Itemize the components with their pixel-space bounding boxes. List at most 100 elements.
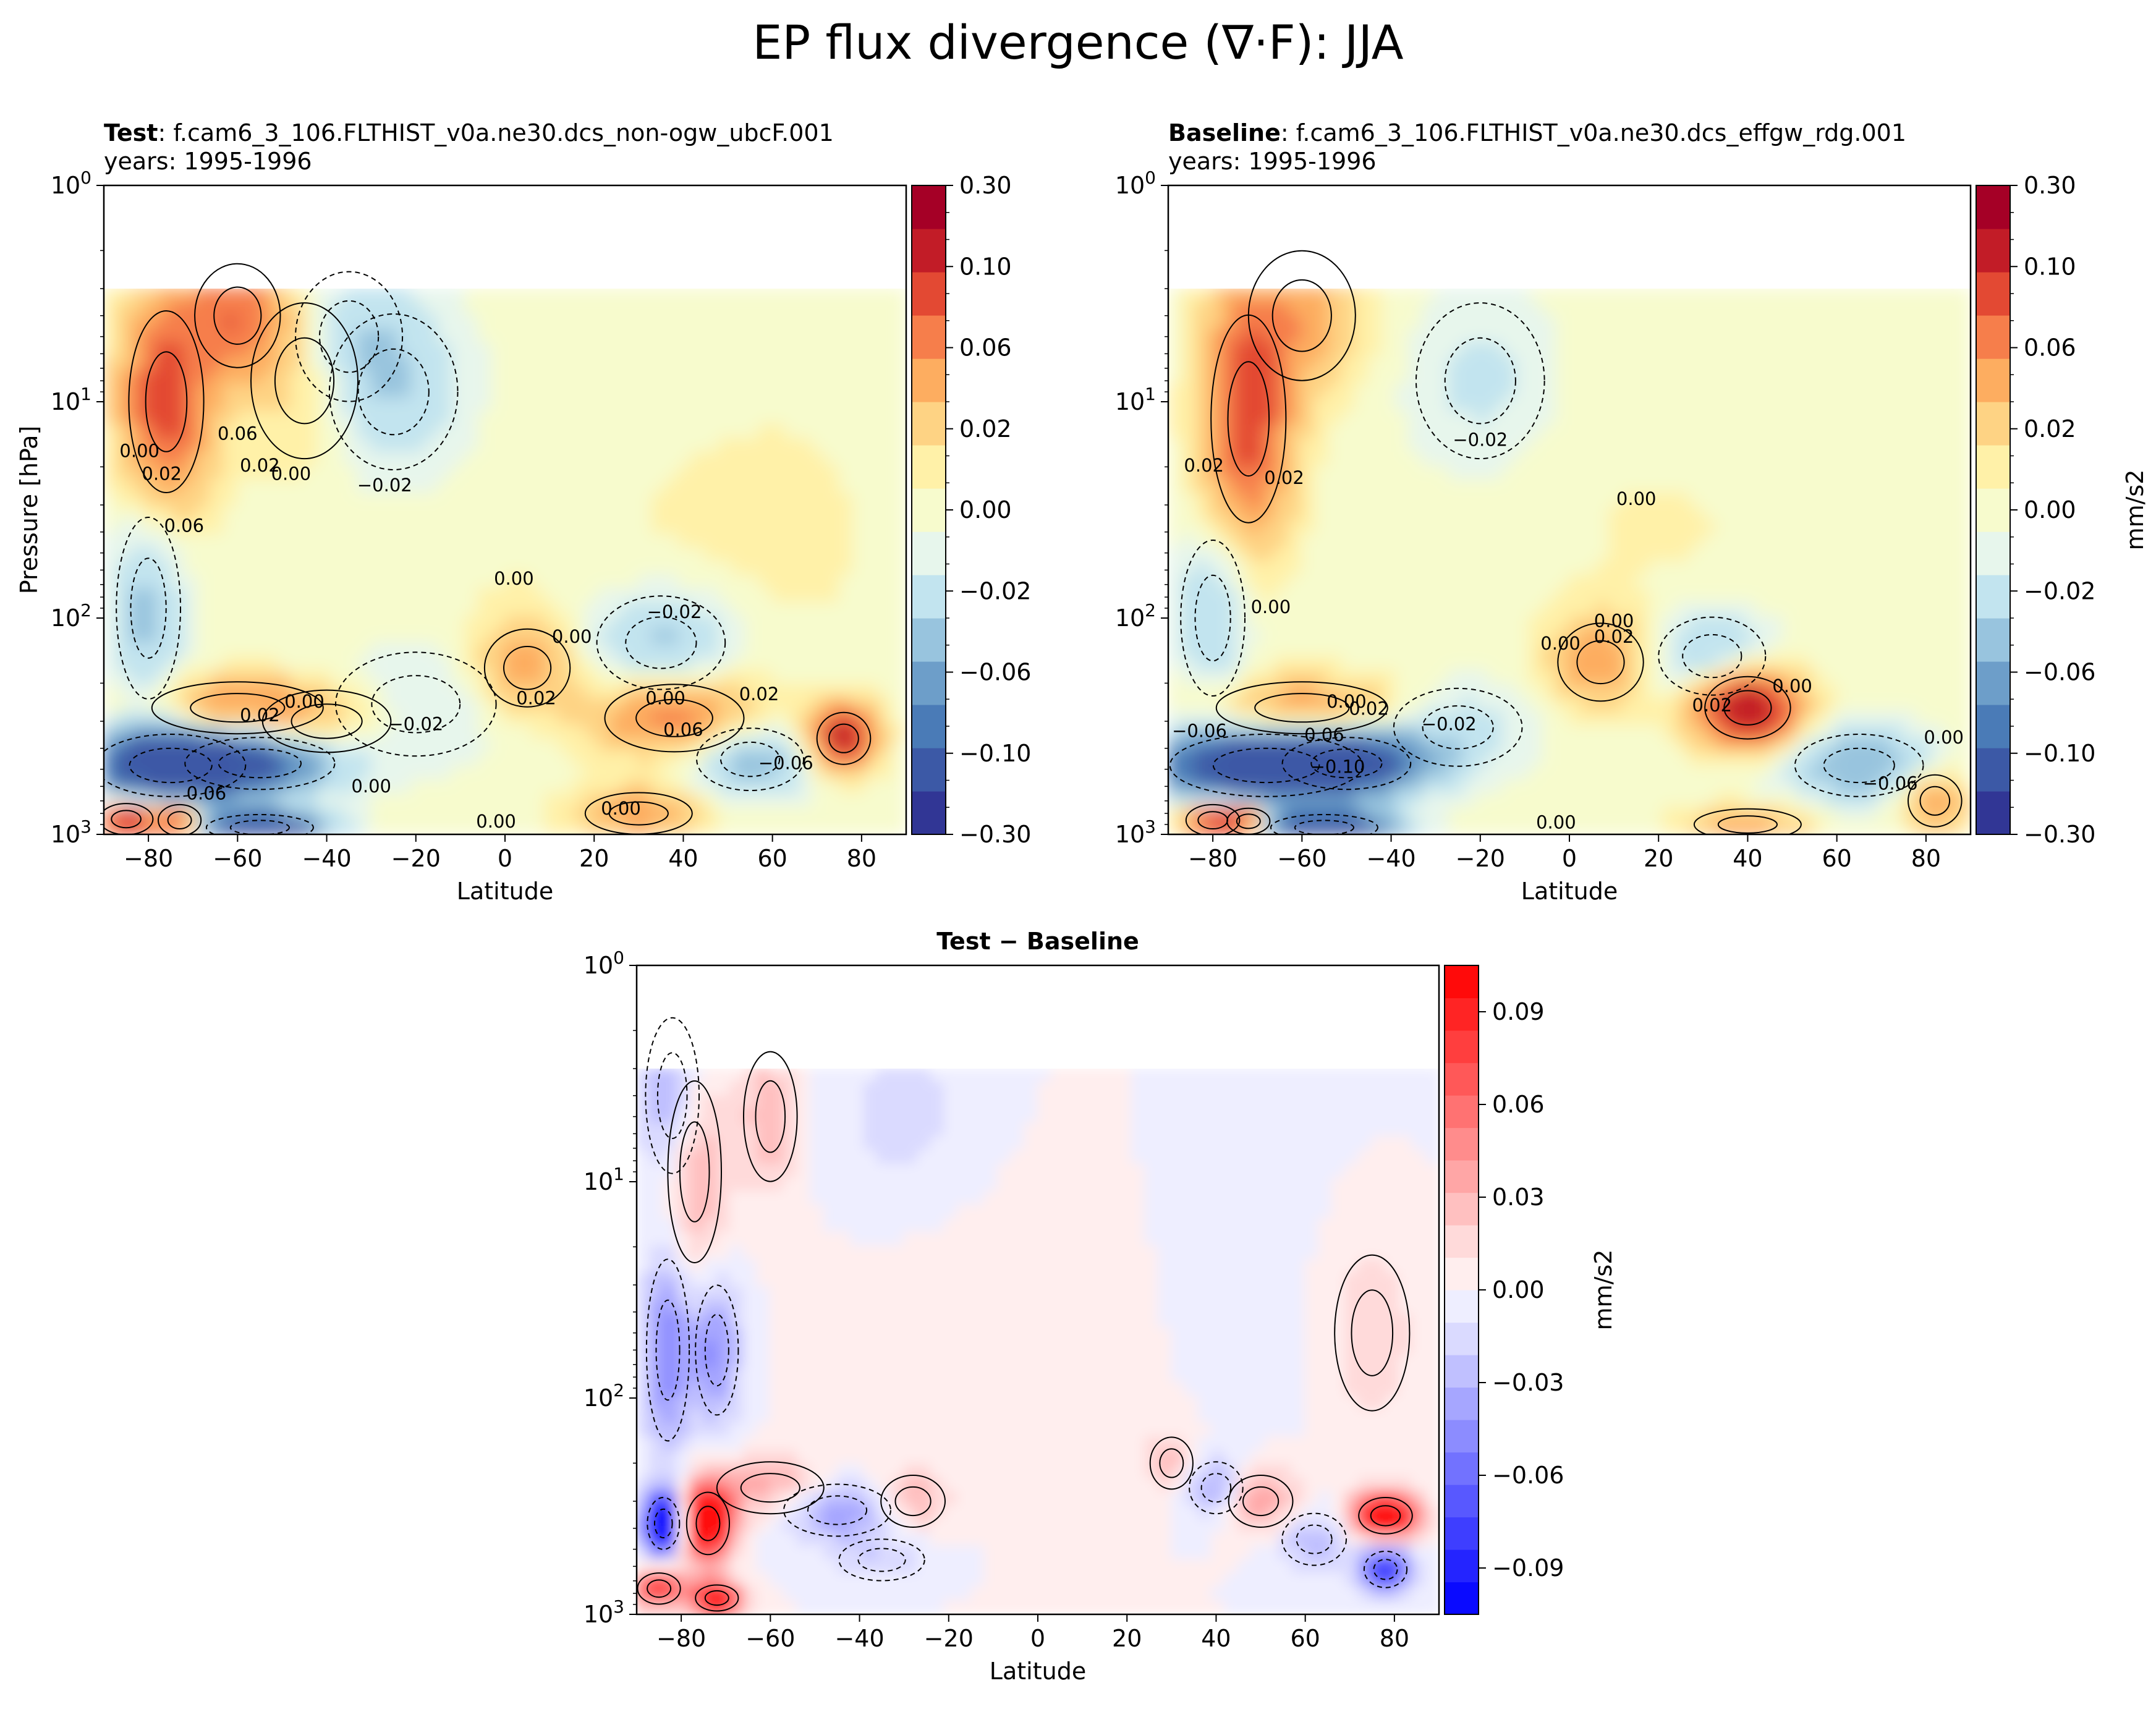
colorbar-tick-label: 0.00 <box>959 496 1012 523</box>
colorbar-label: mm/s2 <box>1590 1250 1617 1331</box>
y-tick-label: 103 <box>584 1596 624 1628</box>
colorbar-segment <box>912 661 946 705</box>
x-tick-label: 0 <box>498 845 512 872</box>
contour-label: 0.00 <box>271 464 312 485</box>
panel-subtitle: Baseline: f.cam6_3_106.FLTHIST_v0a.ne30.… <box>1168 119 1906 146</box>
colorbar-tick-label: −0.02 <box>959 577 1031 604</box>
contour-label: 0.06 <box>218 423 258 444</box>
contour-label: 0.06 <box>1304 724 1344 745</box>
x-tick-label: −80 <box>656 1625 706 1652</box>
x-tick-label: −60 <box>1277 845 1326 872</box>
contour-label: −0.02 <box>1422 714 1477 735</box>
x-tick-label: 40 <box>1733 845 1762 872</box>
colorbar-tick-label: −0.10 <box>2024 740 2095 767</box>
contour-label: 0.00 <box>1772 676 1812 697</box>
panel-years: years: 1995-1996 <box>104 148 312 175</box>
x-tick-label: −40 <box>302 845 351 872</box>
contour-label: −0.02 <box>388 714 443 735</box>
x-tick-label: −20 <box>391 845 441 872</box>
colorbar-tick-label: −0.30 <box>959 821 1031 848</box>
contour-label: 0.00 <box>1536 812 1576 833</box>
colorbar-segment <box>1445 1225 1479 1258</box>
colorbar-tick-label: 0.09 <box>1492 998 1545 1025</box>
x-tick-label: 20 <box>1644 845 1673 872</box>
y-tick-label: 101 <box>584 1164 624 1195</box>
x-tick-label: 80 <box>847 845 876 872</box>
x-tick-label: 20 <box>579 845 609 872</box>
contour-label: 0.02 <box>1349 698 1389 719</box>
contour-label: −0.02 <box>357 475 412 496</box>
contour-label: 0.02 <box>1594 626 1634 647</box>
x-tick-label: −60 <box>745 1625 795 1652</box>
colorbar-segment <box>1445 1452 1479 1485</box>
colorbar-segment <box>1976 532 2010 575</box>
x-tick-label: −80 <box>124 845 173 872</box>
x-tick-label: 20 <box>1112 1625 1142 1652</box>
x-tick-label: 80 <box>1911 845 1941 872</box>
colorbar-segment <box>1976 358 2010 402</box>
colorbar-segment <box>1445 1388 1479 1420</box>
panel-subtitle: Test: f.cam6_3_106.FLTHIST_v0a.ne30.dcs_… <box>104 119 834 146</box>
colorbar-tick-label: 0.30 <box>2024 172 2076 199</box>
colorbar-segment <box>1445 1193 1479 1226</box>
x-tick-label: 60 <box>757 845 787 872</box>
colorbar-tick-label: −0.10 <box>959 740 1031 767</box>
contour-label: 0.00 <box>494 568 534 589</box>
contour-label: 0.06 <box>663 719 703 740</box>
colorbar-segment <box>1976 791 2010 835</box>
colorbar-segment <box>912 532 946 575</box>
panel-baseline: 0.02 0.02 −0.02 0.00 0.00 0.00 0.00 0.02 0.00 0.0… <box>1115 119 2149 905</box>
colorbar-segment <box>1976 488 2010 532</box>
contour-label: 0.02 <box>1264 467 1304 488</box>
x-tick-label: −60 <box>213 845 262 872</box>
y-tick-label: 102 <box>1115 600 1156 632</box>
colorbar-tick-label: 0.00 <box>2024 496 2076 523</box>
y-tick-label: 102 <box>51 600 91 632</box>
colorbar-tick-label: 0.30 <box>959 172 1012 199</box>
colorbar-segment <box>1445 1290 1479 1323</box>
colorbar-segment <box>1445 1030 1479 1063</box>
y-tick-label: 100 <box>584 947 624 979</box>
colorbar-segment <box>1445 1095 1479 1128</box>
colorbar-segment <box>912 488 946 532</box>
field-baseline <box>1168 185 1971 835</box>
colorbar-segment <box>912 445 946 489</box>
panel-years: years: 1995-1996 <box>1168 148 1377 175</box>
colorbar-baseline: −0.30−0.10−0.06−0.020.000.020.060.100.30… <box>1976 172 2149 848</box>
contour-label: 0.00 <box>1540 633 1581 654</box>
colorbar-segment <box>1976 315 2010 359</box>
x-tick-label: −20 <box>924 1625 974 1652</box>
x-tick-label: 0 <box>1562 845 1577 872</box>
contour-label: 0.00 <box>284 691 325 712</box>
x-tick-label: 0 <box>1030 1625 1045 1652</box>
colorbar-segment <box>1976 445 2010 489</box>
contour-label: 0.02 <box>739 684 779 705</box>
contour-label: 0.02 <box>1692 695 1733 716</box>
contour-label: 0.02 <box>142 464 182 485</box>
colorbar-segment <box>1445 1355 1479 1388</box>
colorbar-segment <box>1976 402 2010 446</box>
y-tick-label: 103 <box>1115 816 1156 848</box>
figure-title: EP flux divergence (∇·F): JJA <box>752 15 1403 70</box>
field-diff <box>636 965 1440 1615</box>
contour-label: 0.00 <box>1616 488 1657 509</box>
y-axis-label: Pressure [hPa] <box>15 426 43 595</box>
contour-label: 0.06 <box>164 515 205 536</box>
contour-label: 0.06 <box>187 783 227 804</box>
contour-label: 0.00 <box>351 776 391 797</box>
y-tick-label: 101 <box>1115 384 1156 415</box>
colorbar-segment <box>1445 1160 1479 1193</box>
colorbar-tick-label: 0.03 <box>1492 1184 1545 1211</box>
colorbar-tick-label: −0.06 <box>1492 1462 1564 1489</box>
colorbar-segment <box>912 705 946 748</box>
colorbar-tick-label: 0.06 <box>2024 334 2076 362</box>
x-tick-label: −20 <box>1456 845 1505 872</box>
colorbar-segment <box>1445 1063 1479 1096</box>
colorbar-segment <box>1976 661 2010 705</box>
colorbar-tick-label: −0.03 <box>1492 1369 1564 1396</box>
colorbar-segment <box>1445 1420 1479 1452</box>
colorbar-segment <box>1976 185 2010 229</box>
colorbar-segment <box>1445 998 1479 1031</box>
panel-subtitle: Test − Baseline <box>936 928 1139 955</box>
